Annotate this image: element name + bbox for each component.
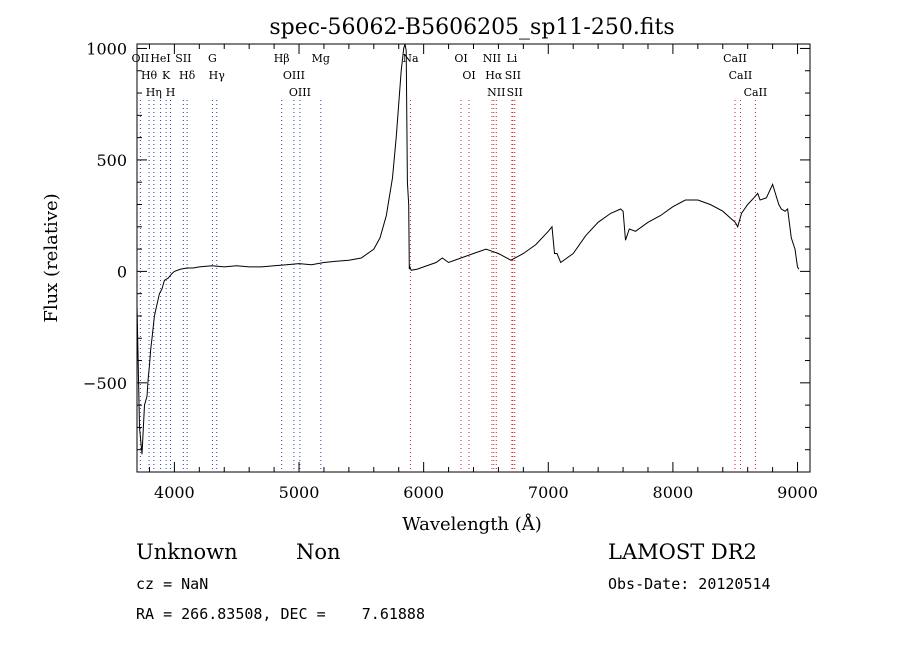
spectral-line-label: Mg [312, 52, 330, 65]
spectral-line-label: HeI [150, 52, 170, 65]
spectrum-line [136, 43, 800, 455]
y-tick-label: 500 [96, 151, 127, 170]
spectral-line-label: Li [506, 52, 517, 65]
spectral-line-label: Hδ [179, 69, 196, 82]
spectral-line-label: OII [132, 52, 150, 65]
redshift-text: cz = NaN [136, 575, 209, 593]
y-tick-label: −500 [83, 374, 127, 393]
obs-date-text: Obs-Date: 20120514 [608, 575, 771, 593]
spectral-line-label: NII [483, 52, 501, 65]
spectral-line-label: Hγ [209, 69, 226, 82]
spectral-line-label: Na [402, 52, 419, 65]
spectral-line-label: CaII [744, 86, 768, 99]
x-axis-label: Wavelength (Å) [402, 513, 542, 535]
spectral-line-label: Hα [485, 69, 503, 82]
chart-title: spec-56062-B5606205_sp11-250.fits [269, 15, 674, 40]
x-tick-label: 7000 [528, 483, 569, 502]
spectral-line-label: NII [487, 86, 505, 99]
y-tick-label: 1000 [86, 39, 127, 58]
y-axis-label: Flux (relative) [41, 193, 62, 322]
spectral-line-label: OIII [283, 69, 305, 82]
spectral-line-label: Hθ [141, 69, 158, 82]
spectral-line-label: OI [454, 52, 467, 65]
spectral-line-markers: OII Hθ Hη HeI KH SII Hδ G Hγ Hβ OIII OIII Mg Na OI OI NI… [132, 52, 768, 472]
spectral-line-label: G [208, 52, 217, 65]
spectral-line-label: H [166, 86, 176, 99]
spectral-line-label: CaII [723, 52, 747, 65]
coordinates-text: RA = 266.83508, DEC = 7.61888 [136, 605, 425, 623]
plot-frame [136, 43, 811, 473]
spectral-line-label: CaII [729, 69, 753, 82]
x-tick-label: 5000 [279, 483, 320, 502]
spectral-subclass: Non [296, 540, 341, 564]
spectral-line-label: OIII [289, 86, 311, 99]
x-tick-label: 6000 [403, 483, 444, 502]
spectral-line-label: SII [175, 52, 191, 65]
x-tick-label: 9000 [777, 483, 818, 502]
survey-label: LAMOST DR2 [608, 540, 757, 564]
y-tick-label: 0 [117, 262, 127, 281]
spectral-line-label: OI [462, 69, 475, 82]
spectral-line-label: SII [505, 69, 521, 82]
spectral-line-label: SII [507, 86, 523, 99]
x-tick-label: 8000 [653, 483, 694, 502]
spectral-line-label: K [162, 69, 171, 82]
x-tick-label: 4000 [154, 483, 195, 502]
spectral-line-label: Hβ [274, 52, 290, 65]
spectral-line-label: Hη [146, 86, 162, 99]
axis-ticks: 4000 5000 6000 7000 8000 9000 −500 0 500 1000 [83, 39, 818, 502]
spectral-class: Unknown [136, 540, 238, 564]
